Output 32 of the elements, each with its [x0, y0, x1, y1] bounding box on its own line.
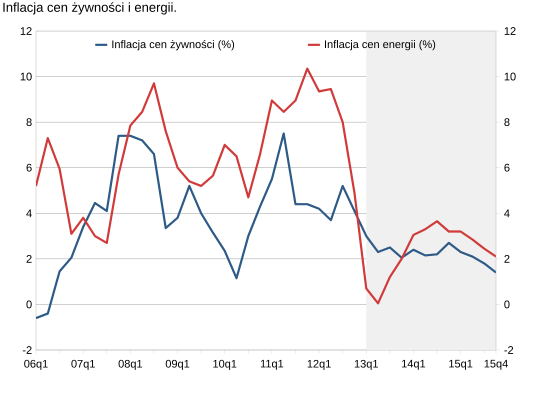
y-tick-label: 0: [26, 300, 32, 308]
x-tick-label: 11q1: [260, 360, 284, 370]
y2-tick-label: 8: [504, 118, 510, 126]
x-tick-label: 10q1: [213, 360, 236, 370]
legend-label: Inflacja cen żywności (%): [112, 40, 234, 50]
line-series: [36, 132, 496, 320]
y-tick-label: 8: [26, 118, 32, 126]
y-tick-label: 10: [20, 72, 32, 80]
x-tick-label: 09q1: [166, 360, 190, 370]
x-tick-label: 08q1: [118, 360, 142, 370]
y-tick-label: -2: [22, 346, 32, 354]
y-tick-label: 12: [20, 27, 32, 35]
x-tick-label: 15q1: [449, 360, 472, 370]
x-tick-label: 14q1: [402, 360, 426, 370]
chart-title: Inflacja cen żywności i energii.: [3, 2, 176, 14]
y2-tick-label: 2: [504, 255, 510, 263]
y2-tick-label: 12: [504, 27, 516, 35]
x-tick-label: 07q1: [71, 360, 95, 370]
y-tick-label: 6: [26, 164, 32, 172]
y2-tick-label: 0: [504, 300, 510, 308]
x-tick-label: 06q1: [24, 360, 48, 370]
y2-tick-label: 10: [504, 72, 516, 80]
x-tick-label: 15q4: [484, 360, 508, 370]
x-tick-label: 12q1: [308, 360, 331, 370]
y2-tick-label: 6: [504, 164, 510, 172]
y-tick-label: 4: [26, 210, 32, 218]
line-series: [36, 68, 496, 304]
legend-label: Inflacja cen energii (%): [325, 40, 436, 50]
y-tick-label: 2: [26, 255, 32, 263]
y2-tick-label: 4: [504, 210, 510, 218]
y2-tick-label: -2: [504, 346, 514, 354]
x-tick-label: 13q1: [354, 360, 378, 370]
